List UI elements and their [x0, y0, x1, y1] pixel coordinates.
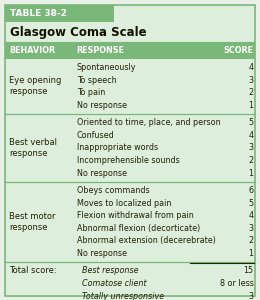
- Text: 2: 2: [248, 88, 254, 97]
- Text: 4: 4: [249, 63, 254, 72]
- Text: Abnormal flexion (decorticate): Abnormal flexion (decorticate): [77, 224, 200, 233]
- Text: Abnormal extension (decerebrate): Abnormal extension (decerebrate): [77, 236, 216, 245]
- Text: 6: 6: [249, 186, 254, 195]
- Text: Best motor
response: Best motor response: [9, 212, 56, 232]
- Text: RESPONSE: RESPONSE: [77, 46, 125, 55]
- Text: No response: No response: [77, 101, 127, 110]
- Text: Flexion withdrawal from pain: Flexion withdrawal from pain: [77, 211, 193, 220]
- Text: 1: 1: [249, 101, 254, 110]
- Text: 1: 1: [249, 249, 254, 258]
- Text: No response: No response: [77, 169, 127, 178]
- Text: To pain: To pain: [77, 88, 105, 97]
- Text: Best verbal
response: Best verbal response: [9, 138, 57, 158]
- Text: 3: 3: [249, 76, 254, 85]
- Text: 4: 4: [249, 211, 254, 220]
- Text: Obeys commands: Obeys commands: [77, 186, 149, 195]
- Text: 3: 3: [249, 224, 254, 233]
- Text: 2: 2: [248, 156, 254, 165]
- Text: Incomprehensible sounds: Incomprehensible sounds: [77, 156, 179, 165]
- Text: Best response: Best response: [82, 266, 138, 275]
- Text: Glasgow Coma Scale: Glasgow Coma Scale: [10, 26, 146, 39]
- Text: Confused: Confused: [77, 131, 114, 140]
- Text: 2: 2: [248, 236, 254, 245]
- Text: BEHAVIOR: BEHAVIOR: [9, 46, 55, 55]
- Text: Oriented to time, place, and person: Oriented to time, place, and person: [77, 118, 220, 127]
- Text: Spontaneously: Spontaneously: [77, 63, 136, 72]
- Text: Total score:: Total score:: [9, 266, 57, 275]
- Text: Inappropriate words: Inappropriate words: [77, 143, 158, 152]
- Text: 3: 3: [249, 292, 254, 300]
- Text: 4: 4: [249, 131, 254, 140]
- Text: Totally unresponsive: Totally unresponsive: [82, 292, 164, 300]
- Text: 5: 5: [248, 118, 254, 127]
- Text: 8 or less: 8 or less: [220, 279, 254, 288]
- Text: Eye opening
response: Eye opening response: [9, 76, 61, 97]
- Bar: [5, 42, 255, 59]
- Bar: [5, 4, 114, 22]
- Text: TABLE 38-2: TABLE 38-2: [10, 9, 67, 18]
- Text: 5: 5: [248, 199, 254, 208]
- Text: 1: 1: [249, 169, 254, 178]
- Text: To speech: To speech: [77, 76, 116, 85]
- Text: No response: No response: [77, 249, 127, 258]
- Text: 15: 15: [243, 266, 254, 275]
- Text: SCORE: SCORE: [224, 46, 254, 55]
- Text: Moves to localized pain: Moves to localized pain: [77, 199, 171, 208]
- Text: 3: 3: [249, 143, 254, 152]
- Text: Comatose client: Comatose client: [82, 279, 147, 288]
